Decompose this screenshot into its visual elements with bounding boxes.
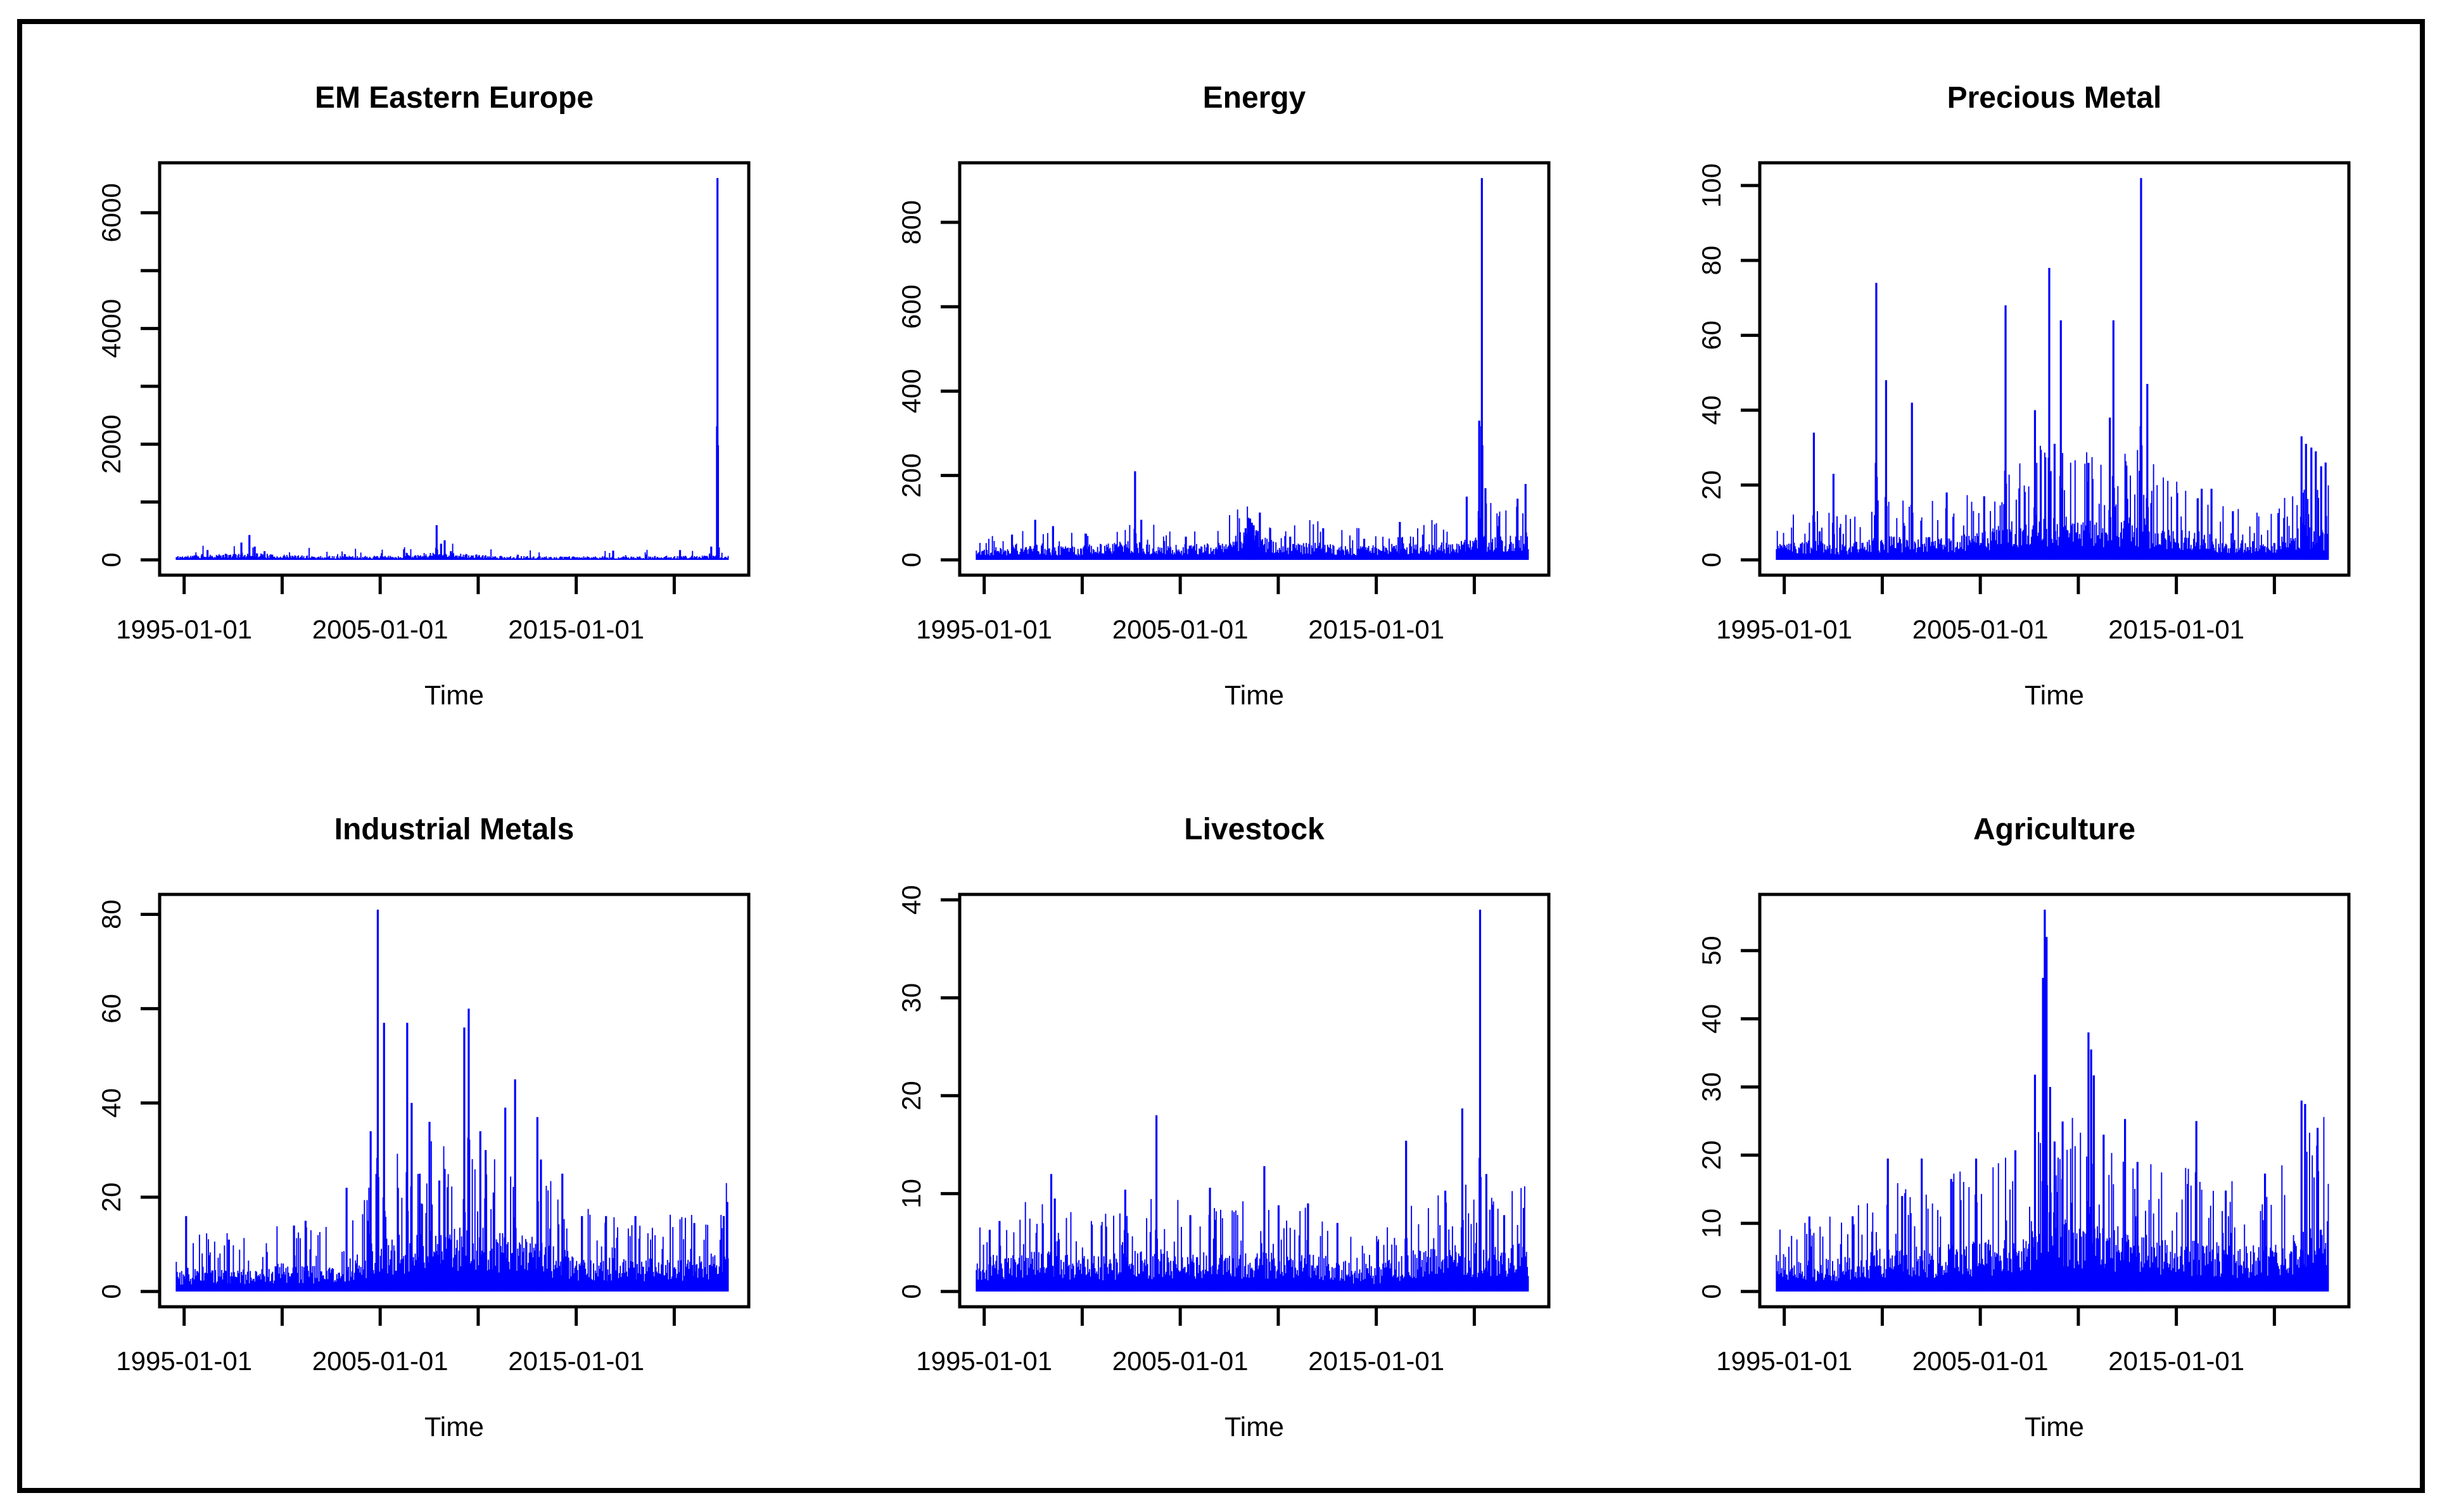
plot-energy: Energy 1995-01-01 2005-01-01 2015-01-01 Tim… (896, 81, 1551, 711)
y-tick-label: 60 (1696, 321, 1726, 350)
y-tick-label: 80 (1696, 246, 1726, 276)
x-tick-label: 1995-01-01 (916, 614, 1052, 644)
x-tick-label: 2005-01-01 (312, 614, 448, 644)
y-tick-label: 0 (1696, 552, 1726, 567)
series-industrial-metals (175, 910, 729, 1292)
y-tick-label: 0 (896, 552, 926, 567)
plot-title: Energy (1203, 81, 1306, 115)
y-tick-label: 100 (1696, 163, 1726, 208)
y-tick-label: 0 (96, 552, 126, 567)
y-tick-label: 10 (896, 1179, 926, 1209)
plot-body: 1995-01-01 2005-01-01 2015-01-01 Time 0 20 40 6… (1696, 161, 2351, 711)
y-tick-label: 0 (96, 1284, 126, 1299)
y-tick-label: 60 (96, 994, 126, 1024)
x-tick-label: 2015-01-01 (1308, 1346, 1444, 1376)
y-tick-label: 4000 (96, 299, 126, 358)
plot-body: 1995-01-01 2005-01-01 2015-01-01 Time 0 2000 4… (96, 161, 751, 711)
x-tick-label: 2005-01-01 (1112, 1346, 1249, 1376)
x-tick-label: 2005-01-01 (312, 1346, 448, 1376)
time-axis-label: Time (1224, 1412, 1284, 1442)
plot-em-eastern-europe: EM Eastern Europe 1995-01-01 2005-01-01 20… (96, 81, 751, 711)
plot-title: Livestock (1184, 813, 1325, 846)
x-axis (182, 575, 676, 594)
x-tick-label: 2015-01-01 (508, 614, 644, 644)
y-tick-label: 6000 (96, 183, 126, 242)
y-tick-label: 400 (896, 369, 926, 413)
plot-livestock: Livestock 1995-01-01 2005-01-01 2015-01-01… (896, 813, 1551, 1442)
x-tick-label: 2005-01-01 (1112, 614, 1249, 644)
plot-box (958, 893, 1551, 1309)
plot-body: 1995-01-01 2005-01-01 2015-01-01 Time 0 200 40… (896, 161, 1551, 711)
x-tick-label: 2015-01-01 (2108, 614, 2244, 644)
time-axis-label: Time (2025, 680, 2084, 711)
plot-box (158, 161, 751, 577)
plot-title: Precious Metal (1947, 81, 2162, 115)
plot-title: Agriculture (1973, 813, 2135, 846)
y-axis (141, 913, 160, 1293)
plot-body: 1995-01-01 2005-01-01 2015-01-01 Time 0 20 40 6… (96, 893, 751, 1442)
y-tick-label: 20 (1696, 1140, 1726, 1170)
x-tick-label: 2015-01-01 (2108, 1346, 2244, 1376)
plot-agriculture: Agriculture 1995-01-01 2005-01-01 2015-01-… (1696, 813, 2351, 1442)
x-axis (983, 575, 1476, 594)
y-tick-label: 30 (1696, 1072, 1726, 1102)
x-axis (1783, 1307, 2276, 1326)
y-axis (941, 898, 960, 1293)
series-precious-metal (1776, 178, 2329, 560)
x-tick-label: 1995-01-01 (116, 1346, 252, 1376)
y-tick-label: 20 (96, 1183, 126, 1212)
x-tick-label: 1995-01-01 (1716, 614, 1852, 644)
y-axis (1741, 949, 1760, 1293)
time-axis-label: Time (424, 680, 484, 711)
y-tick-label: 40 (896, 885, 926, 915)
y-tick-label: 40 (96, 1088, 126, 1118)
series-energy (976, 178, 1529, 560)
y-tick-label: 600 (896, 284, 926, 329)
x-tick-label: 1995-01-01 (1716, 1346, 1852, 1376)
time-axis-label: Time (424, 1412, 484, 1442)
plot-box (1758, 893, 2351, 1309)
x-axis (182, 1307, 676, 1326)
y-tick-label: 30 (896, 983, 926, 1013)
plot-box (958, 161, 1551, 577)
time-axis-label: Time (1224, 680, 1284, 711)
y-tick-label: 80 (96, 899, 126, 929)
plot-title: EM Eastern Europe (315, 81, 594, 115)
plot-box (1758, 161, 2351, 577)
y-tick-label: 0 (896, 1284, 926, 1299)
x-tick-label: 2005-01-01 (1912, 614, 2049, 644)
series-livestock (976, 910, 1529, 1292)
plot-title: Industrial Metals (334, 813, 575, 846)
x-tick-label: 1995-01-01 (916, 1346, 1052, 1376)
x-tick-label: 2015-01-01 (508, 1346, 644, 1376)
x-axis (1783, 575, 2276, 594)
x-tick-label: 1995-01-01 (116, 614, 252, 644)
series-agriculture (1776, 910, 2329, 1292)
time-axis-label: Time (2025, 1412, 2084, 1442)
plot-industrial-metals: Industrial Metals 1995-01-01 2005-01-01 20… (96, 813, 751, 1442)
y-axis (1741, 184, 1760, 562)
x-axis (983, 1307, 1476, 1326)
x-tick-label: 2005-01-01 (1912, 1346, 2049, 1376)
plot-precious-metal: Precious Metal 1995-01-01 2005-01-01 2015-… (1696, 81, 2351, 711)
plot-body: 1995-01-01 2005-01-01 2015-01-01 Time 0 10 20 3… (1696, 893, 2351, 1442)
y-axis (941, 220, 960, 562)
y-tick-label: 20 (1696, 470, 1726, 500)
y-tick-label: 20 (896, 1081, 926, 1110)
plot-body: 1995-01-01 2005-01-01 2015-01-01 Time 0 10 20 3… (896, 885, 1551, 1442)
y-tick-label: 0 (1696, 1284, 1726, 1299)
y-tick-label: 50 (1696, 936, 1726, 965)
series-em-eastern-europe (175, 178, 729, 560)
y-tick-label: 40 (1696, 395, 1726, 425)
plot-box (158, 893, 751, 1309)
y-tick-label: 2000 (96, 415, 126, 474)
y-tick-label: 10 (1696, 1209, 1726, 1238)
y-tick-label: 40 (1696, 1004, 1726, 1034)
y-tick-label: 800 (896, 200, 926, 245)
y-axis (141, 211, 160, 562)
y-tick-label: 200 (896, 454, 926, 498)
x-tick-label: 2015-01-01 (1308, 614, 1444, 644)
